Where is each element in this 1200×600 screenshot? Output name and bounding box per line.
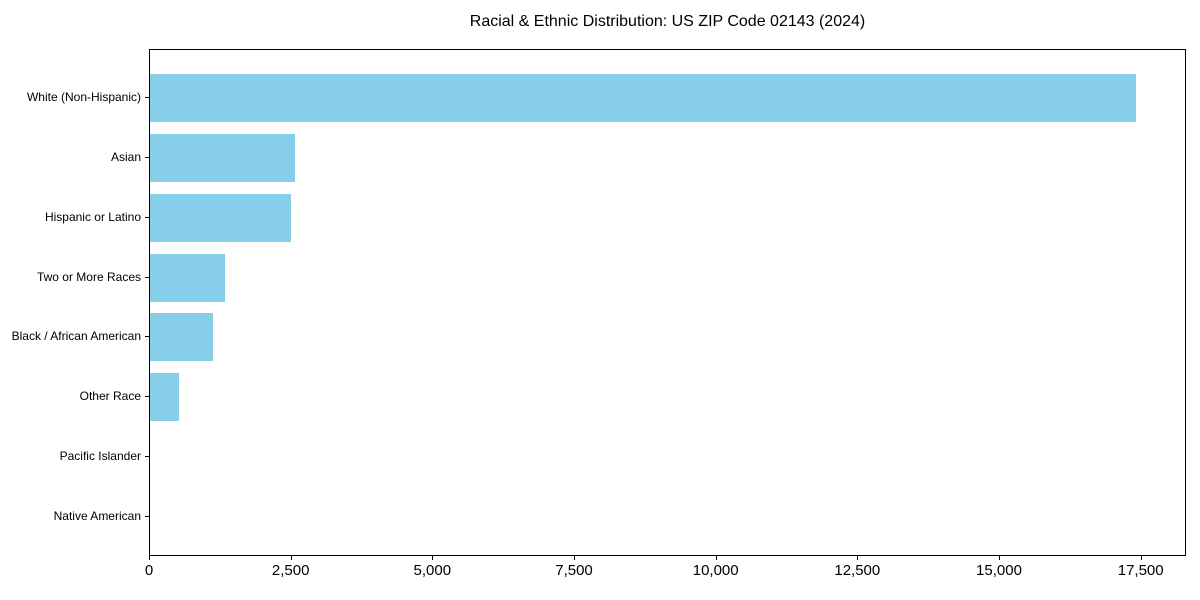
y-tick-label: Native American [53,508,141,523]
x-tick-mark [857,556,859,560]
x-tick-mark [432,556,434,560]
y-tick-label: Two or More Races [36,269,141,284]
y-tick-mark [145,456,149,458]
bar [150,74,1136,122]
chart-title: Racial & Ethnic Distribution: US ZIP Cod… [469,13,866,30]
x-tick-mark [999,556,1000,560]
x-tick-label: 12,500 [834,562,881,579]
bar [150,253,226,302]
bar [150,373,179,422]
x-tick-mark [574,556,575,560]
y-tick-mark [145,216,149,218]
y-tick-label: Pacific Islander [59,448,141,463]
y-tick-mark [145,97,149,98]
y-tick-label: Black / African American [11,329,141,344]
x-tick-mark [149,556,150,560]
bar [150,313,213,362]
x-tick-label: 2,500 [271,562,310,579]
plot-area [149,49,1186,556]
x-tick-label: 17,500 [1117,562,1164,579]
y-tick-mark [145,336,149,338]
bar [150,133,295,182]
x-tick-mark [1140,556,1142,560]
x-tick-label: 0 [144,562,154,579]
x-tick-mark [290,556,292,560]
x-tick-label: 5,000 [413,562,452,579]
y-tick-label: Other Race [79,389,141,404]
y-tick-label: Asian [110,149,141,164]
y-tick-mark [145,516,149,517]
y-tick-label: Hispanic or Latino [44,209,141,224]
x-tick-label: 7,500 [555,562,593,579]
y-tick-mark [145,276,149,278]
bar [150,193,291,242]
x-tick-mark [715,556,717,560]
x-tick-label: 15,000 [976,562,1022,579]
y-tick-label: White (Non-Hispanic) [26,89,141,104]
y-tick-mark [145,396,149,398]
x-tick-label: 10,000 [692,562,739,579]
y-tick-mark [145,156,149,158]
